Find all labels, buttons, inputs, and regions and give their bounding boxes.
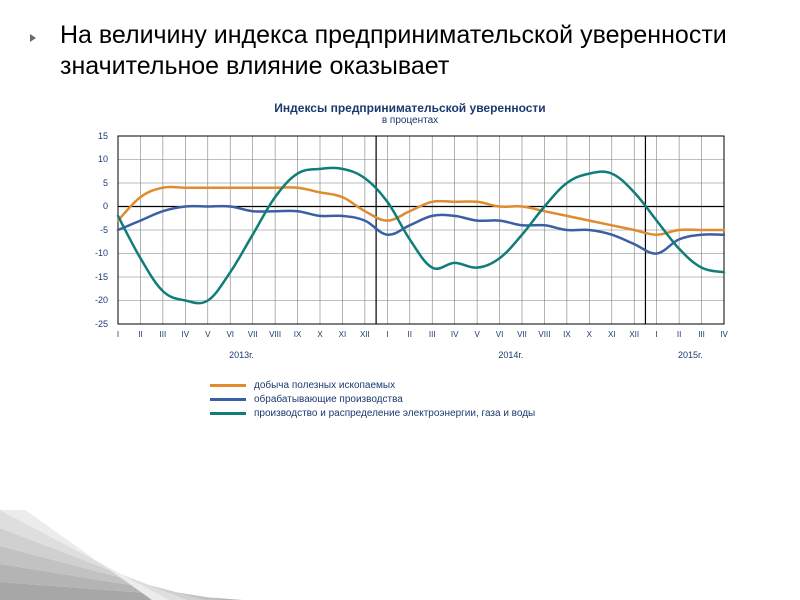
year-label: 2013г. <box>229 350 254 360</box>
chart-container: Индексы предпринимательской уверенности … <box>90 101 730 419</box>
x-axis-years: 2013г. 2014г. 2015г. <box>90 350 730 366</box>
legend-item: производство и распределение электроэнер… <box>210 408 730 419</box>
x-tick-label: VI <box>226 330 234 339</box>
slide-headline: На величину индекса предпринимательской … <box>60 20 760 83</box>
x-tick-label: XII <box>629 330 639 339</box>
y-tick-label: 15 <box>86 131 108 141</box>
y-tick-label: 10 <box>86 154 108 164</box>
y-tick-label: -25 <box>86 319 108 329</box>
x-tick-label: I <box>656 330 658 339</box>
y-tick-label: -10 <box>86 248 108 258</box>
x-tick-label: IV <box>451 330 459 339</box>
legend-swatch <box>210 384 246 387</box>
x-tick-label: III <box>160 330 167 339</box>
legend-swatch <box>210 398 246 401</box>
x-tick-label: IX <box>294 330 302 339</box>
x-tick-label: III <box>698 330 705 339</box>
legend-item: обрабатывающие производства <box>210 394 730 405</box>
x-tick-label: V <box>474 330 479 339</box>
legend-label: обрабатывающие производства <box>254 394 403 405</box>
legend-label: производство и распределение электроэнер… <box>254 408 535 419</box>
bullet-icon <box>28 30 38 40</box>
y-tick-label: -5 <box>86 225 108 235</box>
x-tick-label: X <box>317 330 322 339</box>
x-tick-label: III <box>429 330 436 339</box>
x-tick-label: VI <box>496 330 504 339</box>
chart-legend: добыча полезных ископаемых обрабатывающие… <box>210 380 730 419</box>
x-tick-label: XII <box>360 330 370 339</box>
x-tick-label: XI <box>608 330 616 339</box>
x-tick-label: V <box>205 330 210 339</box>
legend-item: добыча полезных ископаемых <box>210 380 730 391</box>
legend-label: добыча полезных ископаемых <box>254 380 395 391</box>
y-tick-label: -20 <box>86 295 108 305</box>
y-tick-label: 5 <box>86 178 108 188</box>
x-tick-label: VII <box>248 330 258 339</box>
chart-subtitle: в процентах <box>90 115 730 126</box>
y-tick-label: -15 <box>86 272 108 282</box>
x-tick-label: II <box>408 330 412 339</box>
x-tick-label: II <box>677 330 681 339</box>
x-tick-label: IV <box>720 330 728 339</box>
x-tick-label: VIII <box>269 330 281 339</box>
x-tick-label: VIII <box>538 330 550 339</box>
x-tick-label: X <box>587 330 592 339</box>
x-tick-label: I <box>117 330 119 339</box>
x-tick-label: VII <box>517 330 527 339</box>
x-tick-label: XI <box>339 330 347 339</box>
chart-plot: 151050-5-10-15-20-25 <box>90 130 730 330</box>
legend-swatch <box>210 412 246 415</box>
y-tick-label: 0 <box>86 201 108 211</box>
year-label: 2015г. <box>678 350 703 360</box>
x-axis-labels: IIIIIIIVVVIVIIVIIIIXXXIXIIIIIIIIIVVVIVII… <box>90 330 730 344</box>
chart-title: Индексы предпринимательской уверенности <box>90 101 730 115</box>
x-tick-label: II <box>138 330 142 339</box>
year-label: 2014г. <box>498 350 523 360</box>
x-tick-label: IV <box>182 330 190 339</box>
x-tick-label: IX <box>563 330 571 339</box>
x-tick-label: I <box>386 330 388 339</box>
